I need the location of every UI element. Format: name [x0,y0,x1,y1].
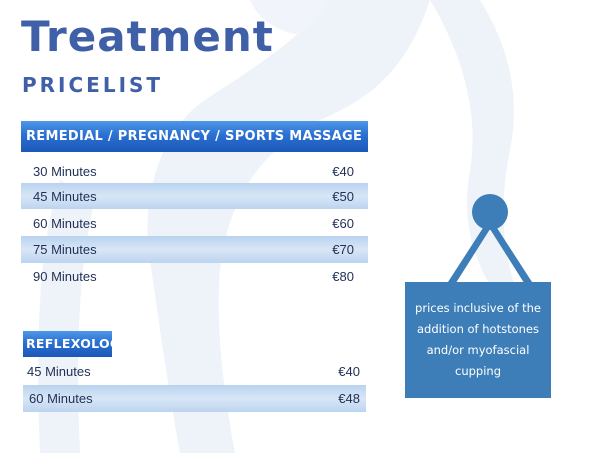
price-row-massage-90: 90 Minutes €80 [21,265,368,287]
page-subtitle: PRICELIST [22,73,164,97]
price-row-massage-60: 60 Minutes €60 [21,212,368,234]
price-row-massage-45: 45 Minutes €50 [21,183,368,209]
price-row-massage-30: 30 Minutes €40 [21,160,368,182]
price-row-reflexology-45: 45 Minutes €40 [23,360,366,382]
duration-label: 75 Minutes [33,242,97,257]
hanging-sign-note: prices inclusive of the addition of hots… [405,282,551,398]
reflexology-section-heading: REFLEXOLOGY [23,331,129,357]
page-title: Treatment [21,12,274,61]
duration-label: 30 Minutes [33,163,97,179]
price-row-reflexology-60: 60 Minutes €48 [23,385,366,412]
price-value: €40 [338,363,360,379]
price-row-massage-75: 75 Minutes €70 [21,236,368,263]
sign-note-text: prices inclusive of the addition of hots… [415,301,541,378]
price-value: €70 [332,242,354,257]
price-value: €60 [332,215,354,231]
duration-label: 90 Minutes [33,268,97,284]
hanging-sign-pin-icon [448,194,532,286]
duration-label: 60 Minutes [33,215,97,231]
duration-label: 45 Minutes [33,188,97,204]
massage-section-heading: REMEDIAL / PREGNANCY / SPORTS MASSAGE [21,121,368,152]
duration-label: 45 Minutes [27,363,91,379]
price-value: €40 [332,163,354,179]
price-value: €48 [338,391,360,406]
price-value: €80 [332,268,354,284]
duration-label: 60 Minutes [29,391,93,406]
price-value: €50 [332,188,354,204]
